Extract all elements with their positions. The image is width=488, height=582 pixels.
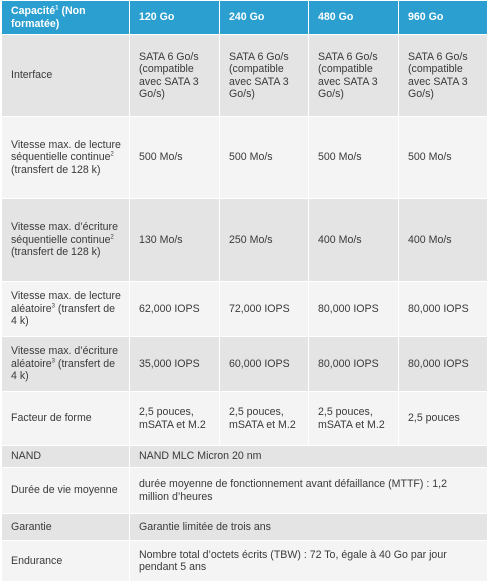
row-lifetime: Durée de vie moyenne durée moyenne de fo… xyxy=(1,467,488,514)
cell-960go: SATA 6 Go/s (compatible avec SATA 3 Go/s… xyxy=(398,34,488,117)
row-label: Interface xyxy=(1,34,130,117)
header-960go: 960 Go xyxy=(398,0,488,35)
row-label: Vitesse max. de lecture séquentielle con… xyxy=(1,116,130,199)
footnote-marker: 3 xyxy=(51,358,55,365)
row-interface: Interface SATA 6 Go/s (compatible avec S… xyxy=(1,34,488,117)
header-capacity: Capacité1 (Non formatée) xyxy=(1,0,130,35)
cell-480go: 80,000 IOPS xyxy=(308,336,399,392)
cell-480go: 400 Mo/s xyxy=(308,198,399,282)
row-label: Garantie xyxy=(1,513,130,541)
cell-240go: 250 Mo/s xyxy=(219,198,309,282)
cell-960go: 500 Mo/s xyxy=(398,116,488,199)
header-row: Capacité1 (Non formatée) 120 Go 240 Go 4… xyxy=(1,0,488,35)
cell-480go: 500 Mo/s xyxy=(308,116,399,199)
footnote-marker: 1 xyxy=(55,5,59,12)
row-nand: NAND NAND MLC Micron 20 nm xyxy=(1,445,488,468)
cell-960go: 80,000 IOPS xyxy=(398,336,488,392)
row-label: Endurance xyxy=(1,540,130,582)
cell-240go: 2,5 pouces, mSATA et M.2 xyxy=(219,391,309,446)
cell-120go: 2,5 pouces, mSATA et M.2 xyxy=(129,391,220,446)
row-rand-read: Vitesse max. de lecture aléatoire3 (tran… xyxy=(1,281,488,337)
cell-480go: 2,5 pouces, mSATA et M.2 xyxy=(308,391,399,446)
header-120go: 120 Go xyxy=(129,0,220,35)
cell-120go: 35,000 IOPS xyxy=(129,336,220,392)
cell-240go: 500 Mo/s xyxy=(219,116,309,199)
row-label: Vitesse max. d’écriture aléatoire3 (tran… xyxy=(1,336,130,392)
row-rand-write: Vitesse max. d’écriture aléatoire3 (tran… xyxy=(1,336,488,392)
cell-240go: SATA 6 Go/s (compatible avec SATA 3 Go/s… xyxy=(219,34,309,117)
row-label: Durée de vie moyenne xyxy=(1,467,130,514)
footnote-marker: 2 xyxy=(110,151,114,158)
cell-120go: 500 Mo/s xyxy=(129,116,220,199)
row-warranty: Garantie Garantie limitée de trois ans xyxy=(1,513,488,541)
row-label: Facteur de forme xyxy=(1,391,130,446)
cell-960go: 2,5 pouces xyxy=(398,391,488,446)
row-label: Vitesse max. d’écriture séquentielle con… xyxy=(1,198,130,282)
row-seq-read: Vitesse max. de lecture séquentielle con… xyxy=(1,116,488,199)
cell-span: durée moyenne de fonctionnement avant dé… xyxy=(129,467,488,514)
cell-960go: 80,000 IOPS xyxy=(398,281,488,337)
cell-span: Garantie limitée de trois ans xyxy=(129,513,488,541)
cell-480go: SATA 6 Go/s (compatible avec SATA 3 Go/s… xyxy=(308,34,399,117)
row-form-factor: Facteur de forme 2,5 pouces, mSATA et M.… xyxy=(1,391,488,446)
footnote-marker: 3 xyxy=(51,303,55,310)
header-480go: 480 Go xyxy=(308,0,399,35)
cell-span: Nombre total d’octets écrits (TBW) : 72 … xyxy=(129,540,488,582)
cell-240go: 72,000 IOPS xyxy=(219,281,309,337)
cell-span: NAND MLC Micron 20 nm xyxy=(129,445,488,468)
row-label: Vitesse max. de lecture aléatoire3 (tran… xyxy=(1,281,130,337)
cell-960go: 400 Mo/s xyxy=(398,198,488,282)
cell-240go: 60,000 IOPS xyxy=(219,336,309,392)
cell-120go: 130 Mo/s xyxy=(129,198,220,282)
footnote-marker: 2 xyxy=(110,234,114,241)
header-240go: 240 Go xyxy=(219,0,309,35)
cell-480go: 80,000 IOPS xyxy=(308,281,399,337)
row-seq-write: Vitesse max. d’écriture séquentielle con… xyxy=(1,198,488,282)
cell-120go: SATA 6 Go/s (compatible avec SATA 3 Go/s… xyxy=(129,34,220,117)
cell-120go: 62,000 IOPS xyxy=(129,281,220,337)
row-endurance: Endurance Nombre total d’octets écrits (… xyxy=(1,540,488,582)
row-label: NAND xyxy=(1,445,130,468)
